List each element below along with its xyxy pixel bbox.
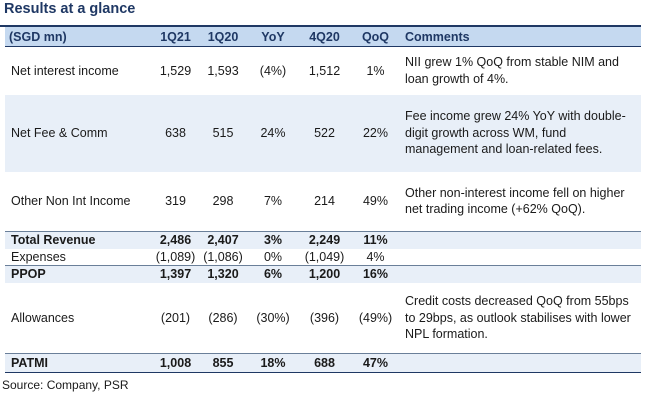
cell-yoy: 7% <box>263 194 283 209</box>
cell-yoy: 3% <box>248 231 298 249</box>
cell-yoy: (30%) <box>256 310 290 325</box>
cell-qoq: 49% <box>362 194 389 209</box>
table-row-other-non-int-income: Other Non Int Income 319 298 7% 214 49% … <box>5 172 641 232</box>
cell-4q20: 214 <box>314 194 335 209</box>
row-label: Expenses <box>11 249 66 264</box>
cell-qoq: 16% <box>351 265 400 283</box>
header-1q21: 1Q21 <box>153 27 198 47</box>
cell-comment <box>400 265 641 283</box>
cell-qoq: 1% <box>366 63 385 78</box>
row-label: Net Fee & Comm <box>5 94 153 172</box>
table-header-row: (SGD mn) 1Q21 1Q20 YoY 4Q20 QoQ Comments <box>5 27 641 47</box>
table-row-net-interest-income: Net interest income 1,529 1,593 (4%) 1,5… <box>5 47 641 95</box>
cell-qoq: (49%) <box>358 310 393 325</box>
cell-1q21: 638 <box>153 94 198 172</box>
cell-4q20: 1,512 <box>308 63 341 78</box>
source-note: Source: Company, PSR <box>2 378 129 392</box>
row-label: Other Non Int Income <box>11 194 131 209</box>
cell-qoq: 47% <box>351 353 400 373</box>
cell-1q20: 1,320 <box>198 265 248 283</box>
cell-1q21: 319 <box>165 194 186 209</box>
cell-4q20: (1,049) <box>304 249 345 264</box>
header-qoq: QoQ <box>351 27 400 47</box>
cell-1q21: 1,008 <box>153 353 198 373</box>
cell-1q21: (1,089) <box>155 249 196 264</box>
results-table: (SGD mn) 1Q21 1Q20 YoY 4Q20 QoQ Comments… <box>5 27 641 373</box>
cell-1q21: (201) <box>160 310 191 325</box>
table-row-total-revenue: Total Revenue 2,486 2,407 3% 2,249 11% <box>5 231 641 249</box>
cell-comment: Fee income grew 24% YoY with double-digi… <box>400 94 641 172</box>
table-row-ppop: PPOP 1,397 1,320 6% 1,200 16% <box>5 265 641 283</box>
cell-1q21: 1,397 <box>153 265 198 283</box>
header-4q20: 4Q20 <box>298 27 351 47</box>
row-label: PPOP <box>5 265 153 283</box>
table-row-allowances: Allowances (201) (286) (30%) (396) (49%)… <box>5 283 641 354</box>
cell-4q20: 2,249 <box>298 231 351 249</box>
cell-comment: NII grew 1% QoQ from stable NIM and loan… <box>405 55 619 86</box>
cell-qoq: 4% <box>366 249 385 264</box>
cell-comment <box>400 231 641 249</box>
cell-1q20: 855 <box>198 353 248 373</box>
cell-4q20: 1,200 <box>298 265 351 283</box>
cell-comment <box>400 249 641 266</box>
cell-1q20: (1,086) <box>203 249 243 264</box>
cell-yoy: 0% <box>263 249 283 264</box>
cell-yoy: 6% <box>248 265 298 283</box>
cell-1q20: 515 <box>198 94 248 172</box>
cell-4q20: (396) <box>309 310 340 325</box>
cell-comment: Credit costs decreased QoQ from 55bps to… <box>405 294 631 341</box>
page-title: Results at a glance <box>4 1 136 17</box>
title-divider <box>0 25 641 27</box>
header-comments: Comments <box>400 27 641 47</box>
header-1q20: 1Q20 <box>198 27 248 47</box>
table-row-net-fee-comm: Net Fee & Comm 638 515 24% 522 22% Fee i… <box>5 94 641 172</box>
cell-1q21: 2,486 <box>153 231 198 249</box>
cell-comment: Other non-interest income fell on higher… <box>405 185 625 217</box>
cell-1q21: 1,529 <box>159 63 192 78</box>
header-yoy: YoY <box>248 27 298 47</box>
cell-4q20: 522 <box>298 94 351 172</box>
cell-comment <box>400 353 641 373</box>
cell-qoq: 11% <box>351 231 400 249</box>
cell-qoq: 22% <box>351 94 400 172</box>
cell-1q20: 298 <box>212 194 234 209</box>
header-sgd-mn: (SGD mn) <box>5 27 153 47</box>
row-label: Net interest income <box>11 63 119 78</box>
cell-yoy: 18% <box>248 353 298 373</box>
cell-yoy: (4%) <box>259 63 287 78</box>
cell-1q20: 1,593 <box>207 63 239 78</box>
cell-1q20: 2,407 <box>198 231 248 249</box>
cell-4q20: 688 <box>298 353 351 373</box>
row-label: PATMI <box>5 353 153 373</box>
cell-1q20: (286) <box>208 310 238 325</box>
row-label: Total Revenue <box>5 231 153 249</box>
cell-yoy: 24% <box>248 94 298 172</box>
table-row-expenses: Expenses (1,089) (1,086) 0% (1,049) 4% <box>5 249 641 266</box>
row-label: Allowances <box>11 310 75 325</box>
table-row-patmi: PATMI 1,008 855 18% 688 47% <box>5 353 641 373</box>
